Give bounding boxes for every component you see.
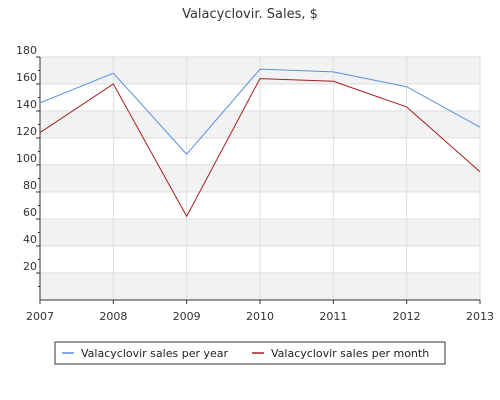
y-tick-label: 80 xyxy=(23,179,37,192)
legend: Valacyclovir sales per year Valacyclovir … xyxy=(54,341,446,365)
y-tick-label: 160 xyxy=(16,71,37,84)
x-tick-label: 2009 xyxy=(173,310,201,323)
x-tick-label: 2011 xyxy=(319,310,347,323)
y-tick-label: 120 xyxy=(16,125,37,138)
series-lines xyxy=(39,68,481,218)
y-tick-label: 140 xyxy=(16,98,37,111)
series-line-2 xyxy=(39,78,481,218)
x-tick-label: 2008 xyxy=(99,310,127,323)
y-tick-label: 180 xyxy=(16,44,37,57)
y-tick-label: 60 xyxy=(23,206,37,219)
legend-label-1: Valacyclovir sales per year xyxy=(81,347,228,360)
series-line-1 xyxy=(39,68,481,155)
y-tick-label: 40 xyxy=(23,233,37,246)
chart-title: Valacyclovir. Sales, $ xyxy=(182,7,318,22)
x-tick-label: 2007 xyxy=(26,310,54,323)
axes: 20 40 60 80 100 120 140 160 180 2007 2008 2009 2010 2… xyxy=(16,44,494,323)
grid-lines xyxy=(40,56,481,300)
legend-box xyxy=(54,341,446,365)
x-tick-label: 2013 xyxy=(466,310,494,323)
y-tick-label: 100 xyxy=(16,152,37,165)
x-tick-label: 2012 xyxy=(393,310,421,323)
y-tick-label: 20 xyxy=(23,260,37,273)
x-tick-label: 2010 xyxy=(246,310,274,323)
legend-label-2: Valacyclovir sales per month xyxy=(271,347,429,360)
